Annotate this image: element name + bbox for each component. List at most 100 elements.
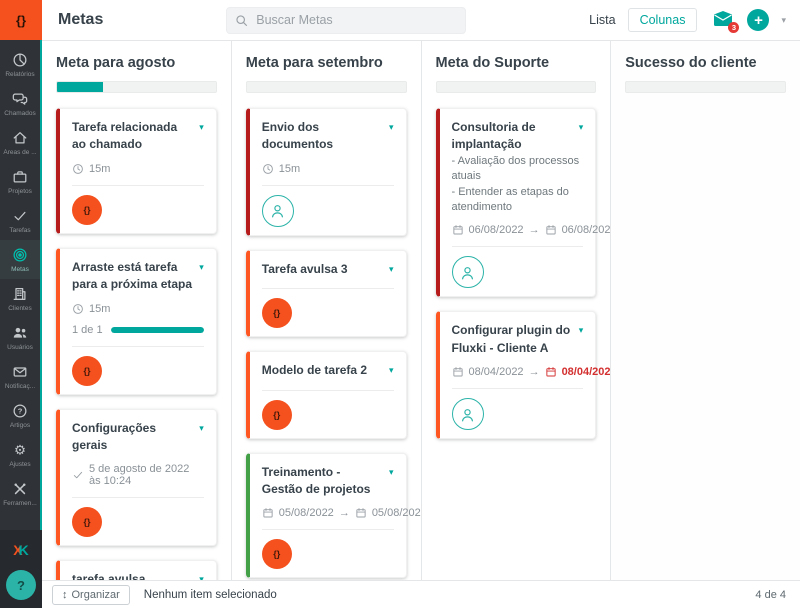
sidebar-item-artigos[interactable]: ? Artigos bbox=[0, 396, 40, 435]
task-card[interactable]: Arraste está tarefa para a próxima etapa… bbox=[56, 247, 217, 395]
start-date: 05/08/2022 bbox=[278, 507, 334, 520]
assignee-avatar[interactable] bbox=[451, 256, 484, 289]
sidebar-item-ferramentas[interactable]: Ferramen... bbox=[0, 474, 40, 513]
view-list-button[interactable]: Lista bbox=[589, 13, 616, 27]
pager-count: 4 de 4 bbox=[755, 588, 786, 601]
duration-row: 15m bbox=[72, 163, 204, 175]
check-icon bbox=[12, 208, 28, 225]
check-small-icon bbox=[72, 469, 84, 481]
divider bbox=[261, 184, 394, 186]
card-footer bbox=[261, 194, 394, 227]
task-card[interactable]: Configurações gerais ▾ 5 de agosto de 2022… bbox=[56, 408, 217, 547]
task-card[interactable]: Consultoria de implantação ▾ - Avaliação d… bbox=[435, 108, 610, 298]
task-card[interactable]: Modelo de tarefa 2 ▾ {} bbox=[245, 351, 407, 439]
sidebar-item-label: Ajustes bbox=[9, 460, 31, 468]
view-columns-button[interactable]: Colunas bbox=[627, 8, 698, 32]
card-title: Tarefa avulsa 3 bbox=[261, 261, 348, 276]
sort-icon: ↕ bbox=[62, 588, 68, 601]
selection-status: Nenhum item selecionado bbox=[143, 588, 277, 601]
sidebar-item-metas[interactable]: Metas bbox=[0, 240, 40, 279]
divider bbox=[261, 389, 394, 391]
task-card[interactable]: tarefa avulsa (editada)▾08/08/2022→08/08… bbox=[56, 560, 217, 580]
column-title: Meta para agosto bbox=[56, 55, 176, 71]
divider bbox=[451, 388, 584, 390]
assignee-avatar[interactable]: {} bbox=[72, 507, 102, 538]
sidebar-item-ajustes[interactable]: ⚙ Ajustes bbox=[0, 435, 40, 474]
column-progress-bar bbox=[435, 81, 597, 93]
card-footer: {} bbox=[72, 194, 204, 225]
assignee-avatar[interactable]: {} bbox=[72, 194, 102, 225]
sidebar-item-tarefas[interactable]: Tarefas bbox=[0, 201, 40, 240]
card-header: tarefa avulsa (editada) ▾ bbox=[72, 571, 204, 580]
card-title: Configurar plugin do Fluxki - Cliente A bbox=[451, 323, 571, 355]
card-header: Arraste está tarefa para a próxima etapa… bbox=[72, 259, 204, 294]
column-title: Meta do Suporte bbox=[435, 55, 550, 71]
chevron-down-icon[interactable]: ▾ bbox=[578, 325, 584, 336]
card-header: Tarefa avulsa 3 ▾ bbox=[262, 261, 394, 278]
app-logo[interactable]: {} bbox=[0, 0, 42, 40]
search-input[interactable] bbox=[254, 12, 458, 28]
chevron-down-icon[interactable]: ▾ bbox=[781, 14, 786, 25]
sidebar-item-areas[interactable]: Áreas de ... bbox=[0, 123, 40, 162]
sidebar-item-usuarios[interactable]: Usuários bbox=[0, 318, 40, 357]
task-card[interactable]: Tarefa avulsa 3 ▾ {} bbox=[245, 249, 407, 338]
search-icon bbox=[236, 14, 248, 26]
assignee-avatar[interactable]: {} bbox=[261, 399, 292, 430]
card-footer: {} bbox=[72, 355, 204, 386]
xk-logo-k: K bbox=[18, 542, 29, 558]
calendar-icon bbox=[262, 507, 274, 519]
assignee-avatar[interactable]: {} bbox=[261, 539, 292, 570]
sidebar-item-clientes[interactable]: Clientes bbox=[0, 279, 40, 318]
start-date: 08/04/2022 bbox=[468, 366, 524, 379]
assignee-avatar[interactable]: {} bbox=[261, 298, 292, 329]
assignee-avatar[interactable] bbox=[261, 194, 294, 227]
add-button[interactable]: + bbox=[747, 9, 770, 31]
card-description-line: - Avaliação dos processos atuais bbox=[451, 154, 580, 183]
building-icon bbox=[12, 286, 28, 303]
chevron-down-icon[interactable]: ▾ bbox=[388, 365, 394, 376]
sidebar-item-notificacoes[interactable]: Notificaç... bbox=[0, 357, 40, 396]
sidebar-item-label: Metas bbox=[11, 265, 29, 273]
card-footer: {} bbox=[261, 298, 394, 329]
chevron-down-icon[interactable]: ▾ bbox=[388, 122, 394, 132]
calendar-icon bbox=[545, 366, 557, 378]
chevron-down-icon[interactable]: ▾ bbox=[199, 574, 204, 580]
chevron-down-icon[interactable]: ▾ bbox=[388, 263, 394, 274]
card-list: Tarefa relacionada ao chamado ▾ 15m {} Arras… bbox=[56, 108, 217, 580]
sidebar-item-label: Notificaç... bbox=[4, 382, 36, 390]
checklist-progress-bar bbox=[110, 326, 204, 333]
assignee-avatar[interactable] bbox=[451, 398, 484, 431]
chevron-down-icon[interactable]: ▾ bbox=[199, 122, 204, 132]
dates-arrow: → bbox=[338, 507, 350, 520]
inbox-icon bbox=[714, 11, 733, 26]
chevron-down-icon[interactable]: ▾ bbox=[388, 466, 394, 477]
chevron-down-icon[interactable]: ▾ bbox=[199, 422, 204, 433]
dates-arrow: → bbox=[528, 224, 540, 237]
organize-label: Organizar bbox=[71, 588, 120, 601]
column-progress-bar bbox=[245, 81, 407, 93]
page-title: Metas bbox=[58, 11, 104, 28]
sidebar-item-projetos[interactable]: Projetos bbox=[0, 162, 40, 201]
sidebar-item-relatorios[interactable]: Relatórios bbox=[0, 45, 40, 84]
search-box[interactable] bbox=[226, 6, 467, 34]
task-card[interactable]: Envio dos documentos ▾ 15m bbox=[245, 108, 407, 236]
task-card[interactable]: Tarefa relacionada ao chamado ▾ 15m {} bbox=[56, 108, 217, 234]
assignee-avatar[interactable]: {} bbox=[72, 355, 102, 386]
organize-button[interactable]: ↕ Organizar bbox=[52, 584, 130, 605]
briefcase-icon bbox=[12, 169, 28, 186]
divider bbox=[72, 184, 204, 186]
chevron-down-icon[interactable]: ▾ bbox=[578, 122, 584, 132]
card-title: Arraste está tarefa para a próxima etapa bbox=[72, 259, 193, 292]
divider bbox=[451, 246, 584, 248]
task-card[interactable]: Configurar plugin do Fluxki - Cliente A ▾… bbox=[435, 311, 610, 440]
chevron-down-icon[interactable]: ▾ bbox=[199, 261, 204, 272]
card-header: Configurações gerais ▾ bbox=[72, 420, 204, 455]
task-card[interactable]: Treinamento - Gestão de projetos ▾ 05/08/2… bbox=[245, 452, 421, 579]
help-button[interactable]: ? bbox=[6, 570, 36, 600]
sidebar-item-chamados[interactable]: Chamados bbox=[0, 84, 40, 123]
completed-text: 5 de agosto de 2022 às 10:24 bbox=[89, 463, 190, 488]
app-logo-glyph: {} bbox=[15, 12, 27, 28]
sidebar-item-label: Tarefas bbox=[9, 226, 31, 234]
divider bbox=[72, 497, 204, 499]
notifications-icon[interactable]: 3 bbox=[713, 10, 740, 33]
